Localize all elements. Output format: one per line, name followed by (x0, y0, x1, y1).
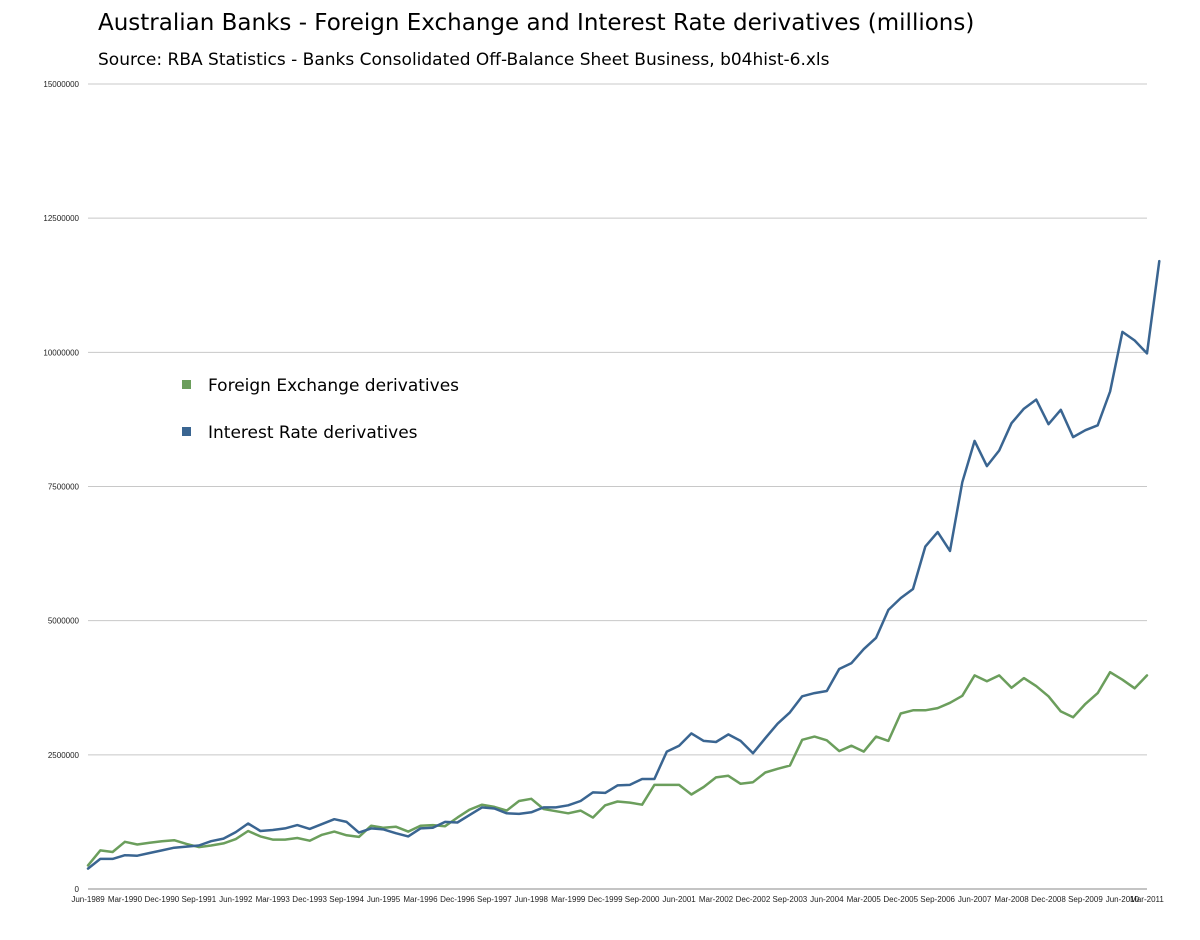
legend-swatch (182, 380, 191, 389)
series-lines (86, 259, 1161, 870)
x-tick-label: Jun-1995 (367, 895, 401, 904)
x-tick-label: Jun-1992 (219, 895, 253, 904)
x-tick-label: Sep-1994 (329, 895, 364, 904)
x-tick-label: Dec-1996 (440, 895, 475, 904)
x-tick-label: Mar-1990 (108, 895, 143, 904)
x-tick-label: Sep-2003 (773, 895, 808, 904)
x-tick-label: Sep-2009 (1068, 895, 1103, 904)
series-line-interest-rate (86, 259, 1161, 870)
y-tick-label: 0 (75, 885, 80, 894)
series-line-foreign-exchange (86, 670, 1149, 867)
x-tick-label: Jun-2007 (958, 895, 992, 904)
x-tick-label: Mar-2011 (1130, 895, 1164, 904)
y-tick-label: 10000000 (43, 348, 79, 357)
x-tick-label: Sep-2000 (625, 895, 660, 904)
chart-subtitle: Source: RBA Statistics - Banks Consolida… (98, 50, 830, 70)
x-tick-label: Jun-2004 (810, 895, 844, 904)
y-axis-ticks: 0 2500000 5000000 7500000 10000000 12500000 15… (43, 80, 79, 894)
y-tick-label: 15000000 (43, 80, 79, 89)
legend-swatch (182, 427, 191, 436)
y-tick-label: 2500000 (48, 751, 80, 760)
y-tick-label: 5000000 (48, 617, 80, 626)
x-tick-label: Sep-1991 (181, 895, 216, 904)
gridlines (88, 83, 1147, 890)
x-tick-label: Mar-1996 (403, 895, 438, 904)
x-tick-label: Jun-2001 (662, 895, 696, 904)
x-tick-label: Jun-1989 (71, 895, 105, 904)
x-tick-label: Dec-2005 (883, 895, 918, 904)
x-tick-label: Mar-2008 (994, 895, 1029, 904)
x-tick-label: Dec-1993 (292, 895, 327, 904)
x-tick-label: Dec-1990 (145, 895, 180, 904)
x-tick-label: Mar-2005 (847, 895, 882, 904)
x-tick-label: Sep-2006 (920, 895, 955, 904)
x-tick-label: Mar-1999 (551, 895, 586, 904)
x-axis-ticks: Jun-1989 Mar-1990 Dec-1990 Sep-1991 Jun-1992… (71, 895, 1164, 904)
y-tick-label: 7500000 (48, 483, 80, 492)
x-tick-label: Jun-2010 (1106, 895, 1140, 904)
x-tick-label: Jun-1998 (515, 895, 549, 904)
legend-label: Foreign Exchange derivatives (208, 376, 459, 396)
x-tick-label: Mar-2002 (699, 895, 734, 904)
x-tick-label: Dec-2008 (1031, 895, 1066, 904)
legend-label: Interest Rate derivatives (208, 423, 418, 443)
x-tick-label: Dec-1999 (588, 895, 623, 904)
y-tick-label: 12500000 (43, 214, 79, 223)
legend: Foreign Exchange derivatives Interest Rat… (182, 376, 459, 443)
chart-title: Australian Banks - Foreign Exchange and … (98, 10, 975, 36)
x-tick-label: Sep-1997 (477, 895, 512, 904)
x-tick-label: Dec-2002 (736, 895, 771, 904)
x-tick-label: Mar-1993 (256, 895, 291, 904)
